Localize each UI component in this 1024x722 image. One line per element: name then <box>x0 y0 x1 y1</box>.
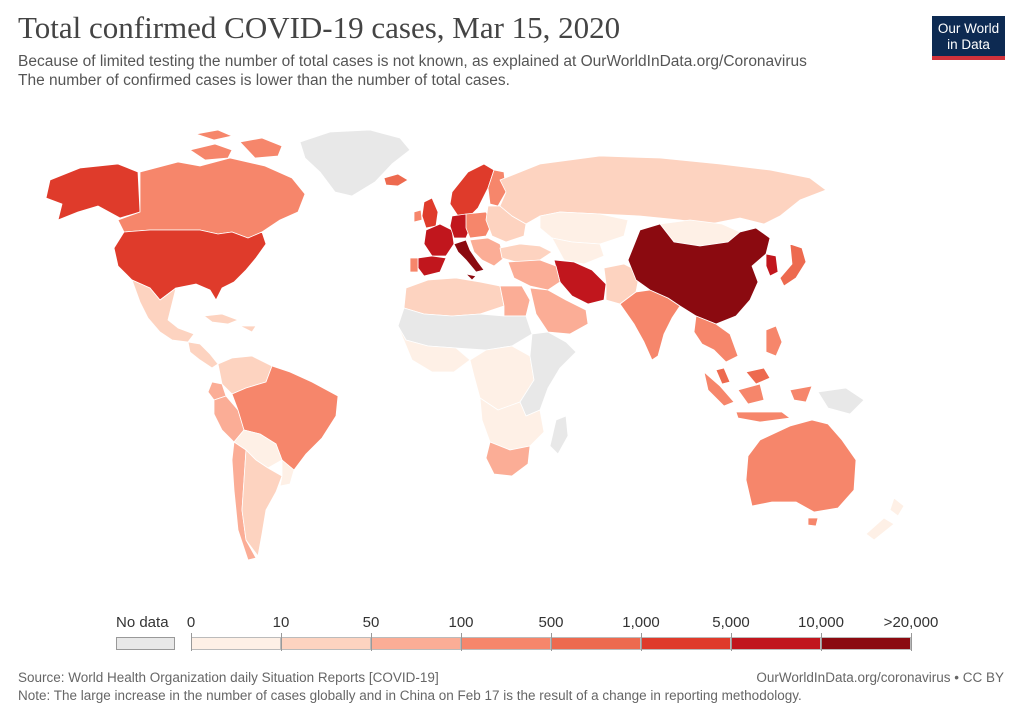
legend-tick <box>821 633 822 651</box>
legend-tick <box>371 633 372 651</box>
region-italy[interactable] <box>453 239 485 281</box>
legend-tick-label: 5,000 <box>712 614 750 631</box>
region-south-africa[interactable] <box>485 441 531 477</box>
region-malaysia[interactable] <box>715 367 771 385</box>
region-canada[interactable] <box>117 157 306 239</box>
region-saudi-arabia[interactable] <box>529 287 589 335</box>
region-new-zealand[interactable] <box>865 497 905 541</box>
legend-bin-swatch <box>641 637 731 650</box>
region-new-guinea[interactable] <box>817 387 865 415</box>
legend-tick-label: 0 <box>186 614 196 631</box>
legend-tick <box>281 633 282 651</box>
region-france[interactable] <box>423 223 455 257</box>
legend-bin-swatch <box>191 637 281 650</box>
legend-tick <box>551 633 552 651</box>
legend-tick <box>911 633 912 651</box>
chart-subtitle: Because of limited testing the number of… <box>18 53 807 89</box>
legend-bin-swatch <box>371 637 461 650</box>
region-argentina[interactable] <box>241 449 283 557</box>
region-australia[interactable] <box>745 419 857 527</box>
legend-bin-swatch <box>731 637 821 650</box>
region-poland-central-europe[interactable] <box>465 211 493 239</box>
methodology-note: Note: The large increase in the number o… <box>18 688 802 703</box>
chart-title: Total confirmed COVID-19 cases, Mar 15, … <box>18 10 621 45</box>
legend-tick-label: 10 <box>272 614 290 631</box>
region-indonesia[interactable] <box>703 371 813 423</box>
region-mexico[interactable] <box>131 279 195 343</box>
region-east-africa[interactable] <box>519 331 577 417</box>
region-central-america[interactable] <box>187 341 219 369</box>
legend-bin-swatch <box>551 637 641 650</box>
region-southeast-asia[interactable] <box>693 315 739 363</box>
region-north-africa[interactable] <box>403 277 505 317</box>
region-india[interactable] <box>619 289 681 361</box>
region-uk[interactable] <box>421 197 439 229</box>
region-ireland[interactable] <box>413 209 423 223</box>
region-uruguay[interactable] <box>279 459 295 487</box>
region-egypt[interactable] <box>499 285 531 317</box>
our-world-in-data-logo[interactable]: Our World in Data <box>932 16 1005 60</box>
region-balkans[interactable] <box>469 237 505 267</box>
legend-tick <box>461 633 462 651</box>
legend-bin-swatch <box>821 637 911 650</box>
legend-tick <box>191 633 192 651</box>
legend-bin-swatch <box>461 637 551 650</box>
region-alaska-usa[interactable] <box>45 163 141 221</box>
region-norway-sweden[interactable] <box>449 163 495 219</box>
region-southern-africa[interactable] <box>479 397 545 451</box>
region-russia[interactable] <box>499 155 827 225</box>
legend-tick <box>731 633 732 651</box>
legend-no-data-label: No data <box>116 614 169 631</box>
region-turkey-caucasus[interactable] <box>499 243 553 263</box>
legend-tick-label: 1,000 <box>622 614 660 631</box>
legend-tick-label: 500 <box>538 614 564 631</box>
legend-bin-swatch <box>281 637 371 650</box>
region-philippines[interactable] <box>765 325 783 357</box>
legend-tick-label: 10,000 <box>798 614 844 631</box>
region-brazil[interactable] <box>231 365 339 471</box>
legend-no-data-swatch <box>116 637 175 650</box>
region-japan[interactable] <box>779 243 807 287</box>
world-map <box>45 129 905 561</box>
region-portugal[interactable] <box>409 257 419 273</box>
legend-tick-label: 50 <box>362 614 380 631</box>
region-korea[interactable] <box>765 253 779 277</box>
region-madagascar[interactable] <box>549 415 569 455</box>
region-greenland[interactable] <box>299 129 411 197</box>
region-china[interactable] <box>627 223 771 325</box>
legend-tick-label: >20,000 <box>883 614 939 631</box>
region-middle-east[interactable] <box>507 259 561 291</box>
region-central-asia[interactable] <box>551 237 605 265</box>
region-iceland[interactable] <box>383 173 409 187</box>
legend-tick <box>641 633 642 651</box>
region-kazakhstan[interactable] <box>539 211 629 245</box>
logo-line-1: Our World <box>937 21 1000 36</box>
logo-line-2: in Data <box>947 37 990 52</box>
legend-tick-label: 100 <box>448 614 474 631</box>
source-note: Source: World Health Organization daily … <box>18 670 439 685</box>
region-spain[interactable] <box>417 255 447 277</box>
region-caribbean[interactable] <box>203 313 257 333</box>
credit-link[interactable]: OurWorldInData.org/coronavirus • CC BY <box>756 670 1004 685</box>
region-iran[interactable] <box>553 259 607 305</box>
region-canada-islands[interactable] <box>189 129 283 161</box>
